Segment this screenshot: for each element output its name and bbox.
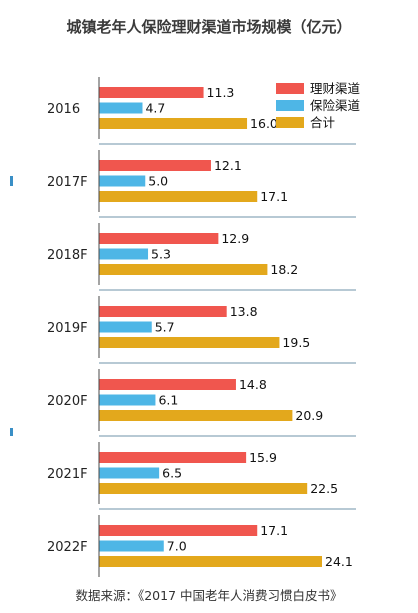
bar [99,175,146,187]
bar [99,452,247,463]
legend-swatch [276,100,304,111]
bar [99,321,152,333]
data-label: 24.1 [325,554,353,569]
bar [99,118,248,129]
bar [99,233,219,244]
category-label: 2021F [47,467,88,482]
bar [99,306,227,317]
bar [99,87,204,98]
data-label: 6.1 [158,393,178,408]
data-label: 22.5 [310,481,338,496]
data-label: 17.1 [260,189,288,204]
bar [99,102,143,114]
data-label: 15.9 [249,450,277,465]
category-label: 2019F [47,321,88,336]
data-label: 12.9 [221,231,249,246]
bar [99,160,211,171]
bar [99,483,308,494]
category-label: 2022F [47,540,88,555]
bar [99,248,149,260]
data-label: 7.0 [167,539,187,554]
bar [99,525,258,536]
data-label: 13.8 [230,304,258,319]
bar [99,394,156,406]
data-label: 4.7 [145,101,165,116]
data-label: 16.0 [250,116,278,131]
data-label: 5.3 [151,247,171,262]
data-label: 12.1 [214,158,242,173]
data-label: 6.5 [162,466,182,481]
bar [99,556,322,567]
data-label: 11.3 [207,85,235,100]
category-label: 2016 [47,102,80,117]
bar [99,379,236,390]
margin-mark [10,176,13,186]
data-label: 18.2 [270,262,298,277]
category-label: 2017F [47,175,88,190]
chart-title: 城镇老年人保险理财渠道市场规模（亿元） [66,18,352,36]
margin-mark [10,428,13,436]
legend-label: 理财渠道 [310,81,361,96]
bar [99,467,160,479]
bar [99,410,293,421]
source-note: 数据来源：《2017 中国老年人消费习惯白皮书》 [75,588,343,603]
bar [99,264,268,275]
category-label: 2018F [47,248,88,263]
data-label: 14.8 [239,377,267,392]
legend-swatch [276,83,304,94]
bar [99,540,164,552]
data-label: 5.7 [155,320,175,335]
bar [99,337,280,348]
data-label: 17.1 [260,523,288,538]
data-label: 5.0 [148,174,168,189]
legend-label: 合计 [310,115,335,130]
data-label: 19.5 [282,335,310,350]
bar [99,191,258,202]
legend-swatch [276,117,304,128]
data-label: 20.9 [295,408,323,423]
category-label: 2020F [47,394,88,409]
legend-label: 保险渠道 [310,98,361,113]
